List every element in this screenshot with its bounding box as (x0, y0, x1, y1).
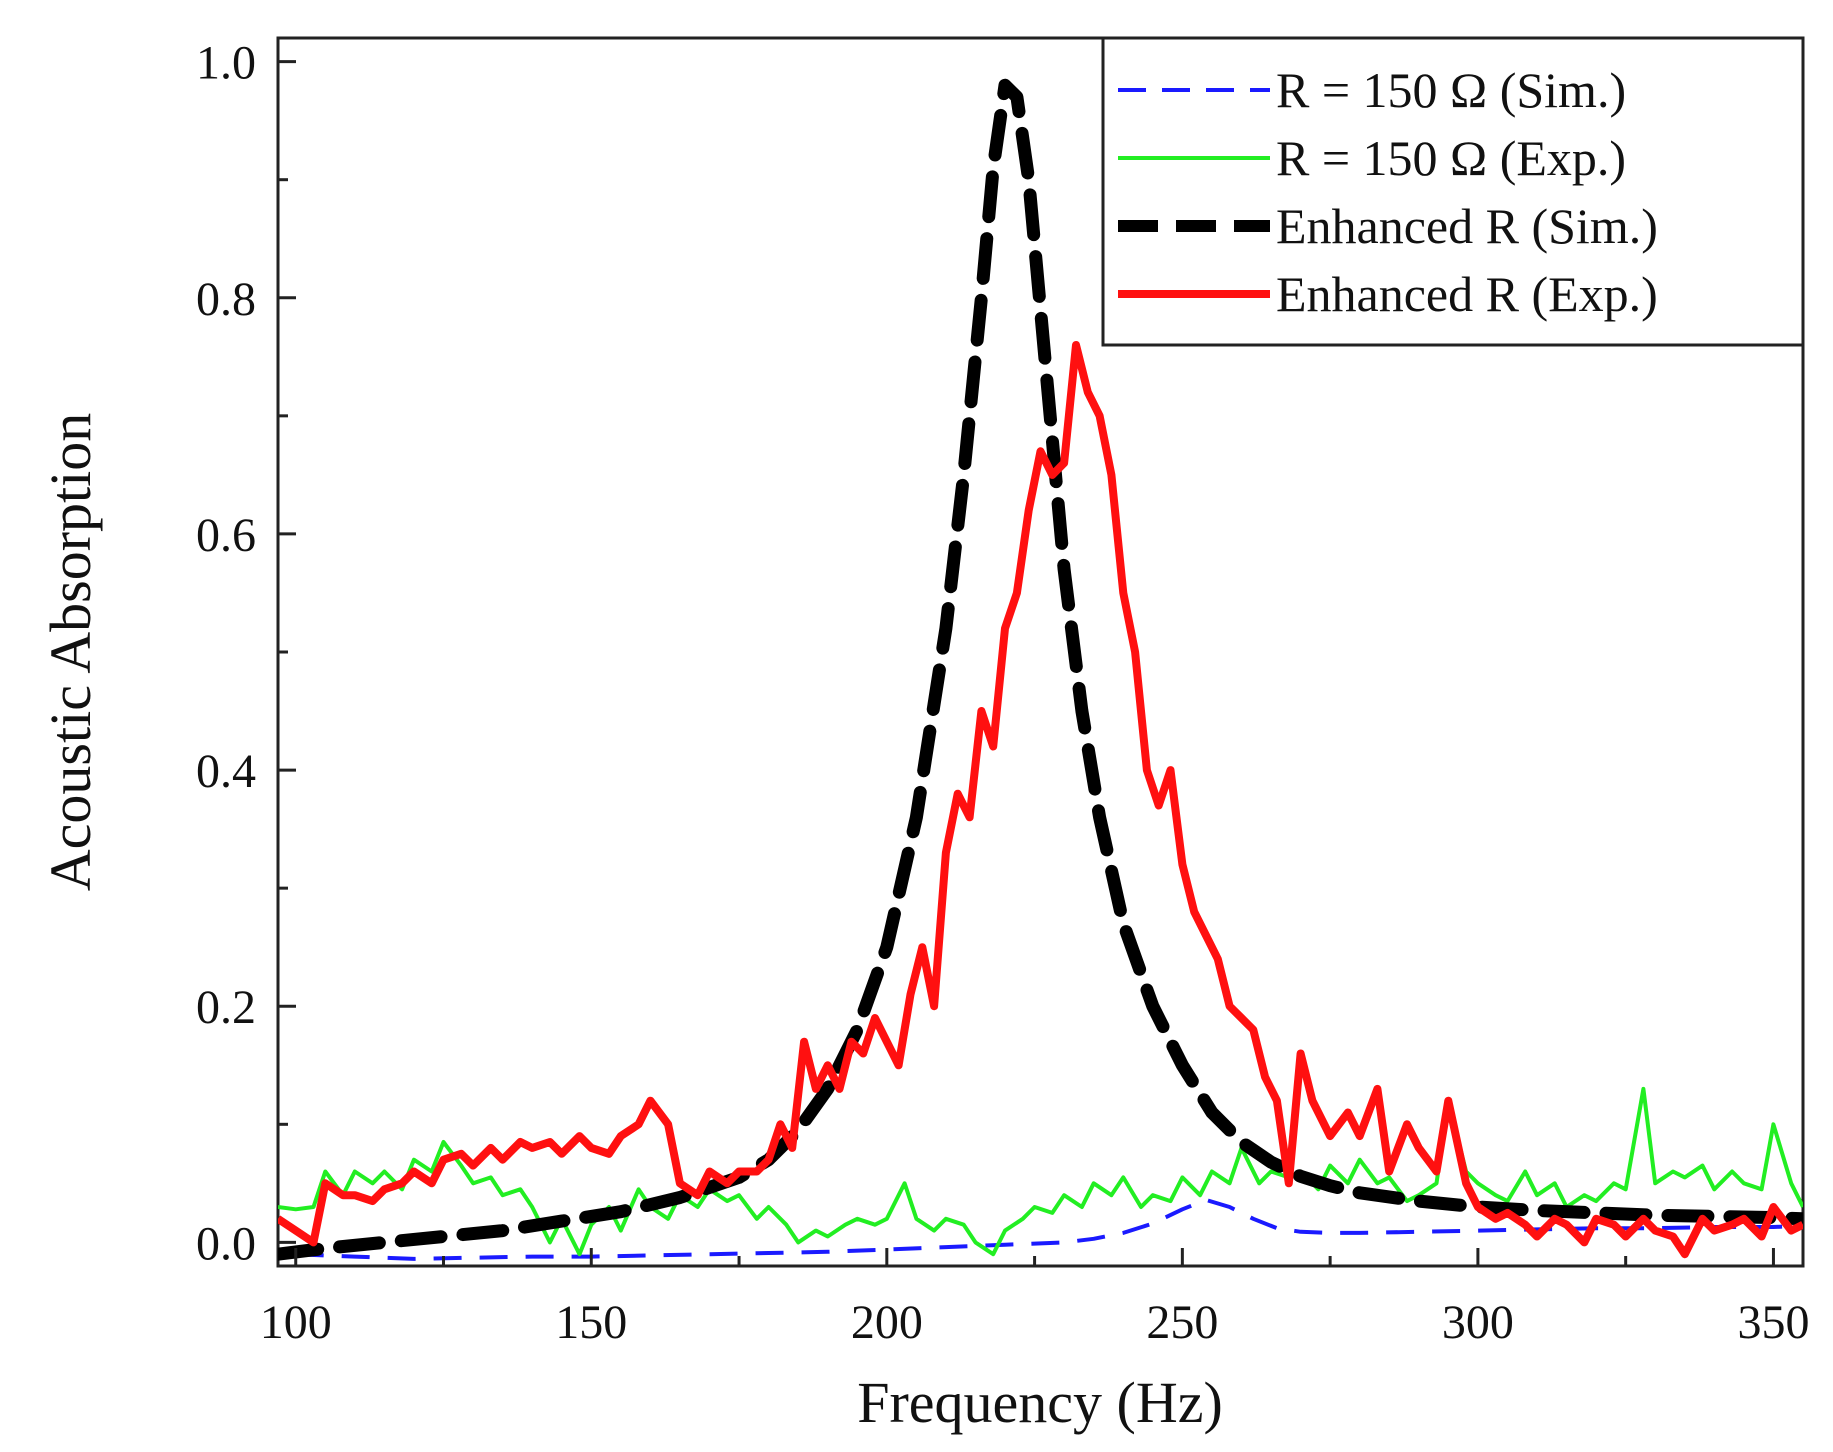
x-tick-label: 350 (1737, 1296, 1809, 1349)
y-tick-label: 1.0 (196, 37, 256, 90)
series-line-1 (295, 1197, 1803, 1261)
x-axis-title: Frequency (Hz) (857, 1370, 1223, 1435)
legend: R = 150 Ω (Sim.) R = 150 Ω (Exp.) Enhanced… (1101, 36, 1805, 347)
y-tick-label: 0.0 (196, 1217, 256, 1270)
plot-area: 100 150 200 250 300 350 0.0 0.2 0.4 0.6 0.8 1.0 R =… (38, 36, 1809, 1435)
series-layer (278, 78, 1803, 1261)
x-tick-label: 200 (851, 1296, 923, 1349)
y-tick-label: 0.4 (196, 745, 256, 798)
legend-label: Enhanced R (Exp.) (1276, 266, 1658, 322)
legend-label: R = 150 Ω (Sim.) (1276, 62, 1626, 118)
series-line-2 (278, 1086, 1803, 1257)
axis-layer (278, 60, 1775, 1266)
x-tick-label: 150 (555, 1296, 627, 1349)
y-axis-title: Acoustic Absorption (38, 413, 103, 891)
legend-label: Enhanced R (Sim.) (1276, 198, 1658, 254)
series-line-4 (278, 341, 1803, 1259)
y-tick-label: 0.8 (196, 273, 256, 326)
x-tick-label: 300 (1442, 1296, 1514, 1349)
x-tick-label: 100 (260, 1296, 332, 1349)
legend-label: R = 150 Ω (Exp.) (1276, 130, 1626, 186)
x-tick-label: 250 (1146, 1296, 1218, 1349)
y-tick-label: 0.6 (196, 509, 256, 562)
y-tick-label: 0.2 (196, 981, 256, 1034)
tick-labels: 100 150 200 250 300 350 0.0 0.2 0.4 0.6 0.8 1.0 (196, 37, 1809, 1349)
